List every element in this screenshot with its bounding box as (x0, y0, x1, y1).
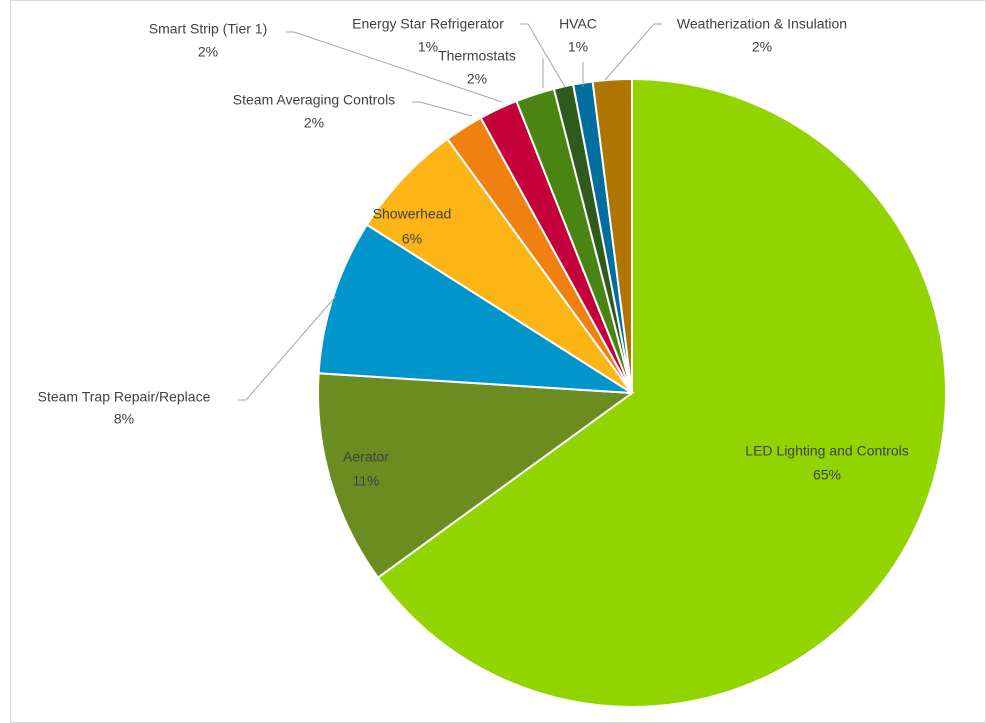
pie-slice (365, 137, 633, 394)
value-label: 1% (568, 39, 588, 55)
value-label: 8% (114, 411, 134, 427)
leader-line (604, 23, 662, 81)
value-label: 2% (467, 71, 487, 87)
slice-label: Weatherization & Insulation (677, 16, 847, 32)
labels: LED Lighting and Controls 65% Aerator 11% St… (38, 16, 909, 489)
leader-line (286, 31, 503, 103)
slice-label: LED Lighting and Controls (745, 443, 908, 459)
pie-slice (591, 77, 633, 394)
leader-line (520, 23, 566, 88)
slice-label: Energy Star Refrigerator (352, 16, 504, 32)
value-label: 2% (304, 115, 324, 131)
slice-label: HVAC (559, 16, 597, 32)
value-label: 65% (813, 467, 841, 483)
value-label: 2% (752, 39, 772, 55)
slice-label: Steam Averaging Controls (233, 92, 395, 108)
value-label: 2% (198, 44, 218, 60)
slice-label: Smart Strip (Tier 1) (149, 21, 268, 37)
slice-label: Thermostats (438, 48, 516, 64)
value-label: 11% (353, 473, 380, 489)
pie (317, 77, 947, 708)
pie-slice (317, 223, 633, 394)
leader-line (238, 295, 337, 401)
value-label: 6% (402, 231, 422, 247)
pie-slice (376, 77, 947, 708)
slice-label: Steam Trap Repair/Replace (38, 389, 211, 405)
pie-slice (317, 372, 635, 579)
slice-label: Showerhead (373, 206, 452, 222)
value-label: 1% (418, 39, 438, 55)
leader-line (412, 101, 473, 117)
slice-label: Aerator (343, 449, 389, 465)
